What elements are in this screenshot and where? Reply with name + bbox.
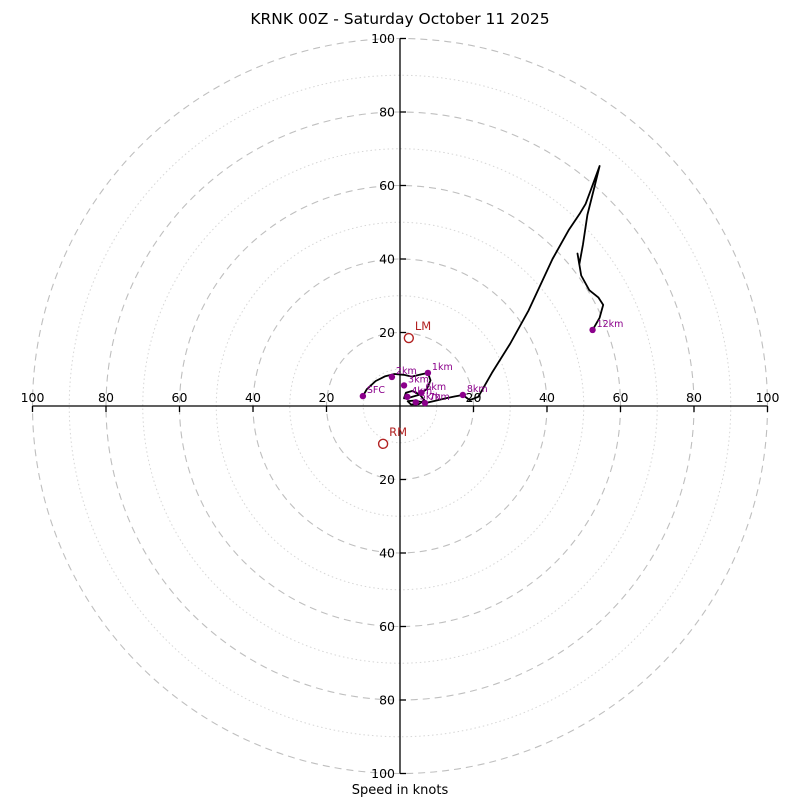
storm-motion-circle-rm (377, 438, 389, 450)
altitude-dot-1km (424, 369, 432, 377)
y-tick-label: 40 (379, 252, 395, 267)
altitude-label-1km: 1km (432, 362, 453, 373)
altitude-dot-sfc (359, 392, 367, 400)
y-tick-label: 80 (379, 105, 395, 120)
x-tick-label: 80 (686, 390, 702, 405)
altitude-marker-layer: SFC1km2km3km4km5km6km7km8km12km (359, 319, 624, 407)
altitude-dot-4km (404, 393, 411, 401)
altitude-dot-2km (388, 373, 396, 381)
x-tick-label: 60 (613, 390, 629, 405)
x-tick-label: 20 (466, 390, 482, 405)
altitude-dot-7km (421, 399, 429, 407)
y-tick-label: 80 (379, 693, 395, 708)
altitude-label-5km: 5km (420, 391, 441, 402)
x-axis-label: Speed in knots (352, 783, 449, 798)
altitude-dot-8km (459, 391, 467, 399)
y-tick-label: 60 (379, 619, 395, 634)
y-tick-label: 60 (379, 178, 395, 193)
x-tick-label: 40 (539, 390, 555, 405)
storm-motion-layer: LM RM (377, 319, 431, 450)
x-tick-label: 20 (319, 390, 335, 405)
y-tick-label: 20 (379, 472, 395, 487)
altitude-dot-12km (589, 326, 596, 334)
x-tick-label: 100 (756, 390, 780, 405)
y-tick-label: 20 (379, 325, 395, 340)
altitude-label-2km: 2km (396, 366, 417, 377)
storm-motion-label-rm: RM (389, 425, 407, 439)
axes: 20 20 20 20 40 40 40 40 60 60 60 60 80 80 80 80 100 100 10… (21, 31, 780, 781)
altitude-dot-3km (400, 382, 408, 389)
altitude-dot-5km (412, 399, 420, 406)
storm-motion-circle-lm (403, 332, 415, 344)
altitude-label-sfc: SFC (367, 385, 385, 396)
altitude-label-6km: 6km (425, 382, 446, 393)
y-tick-label: 40 (379, 546, 395, 561)
altitude-label-12km: 12km (597, 319, 624, 330)
y-tick-label: 100 (371, 31, 395, 46)
chart-title: KRNK 00Z - Saturday October 11 2025 (250, 10, 549, 28)
x-tick-label: 80 (98, 390, 114, 405)
y-tick-label: 100 (371, 766, 395, 781)
altitude-label-8km: 8km (467, 384, 488, 395)
altitude-label-3km: 3km (408, 374, 429, 385)
x-tick-label: 60 (172, 390, 188, 405)
altitude-label-7km: 7km (429, 392, 450, 403)
altitude-dot-6km (418, 389, 425, 396)
x-tick-label: 100 (21, 390, 45, 405)
x-tick-label: 40 (245, 390, 261, 405)
storm-motion-label-lm: LM (415, 319, 431, 333)
